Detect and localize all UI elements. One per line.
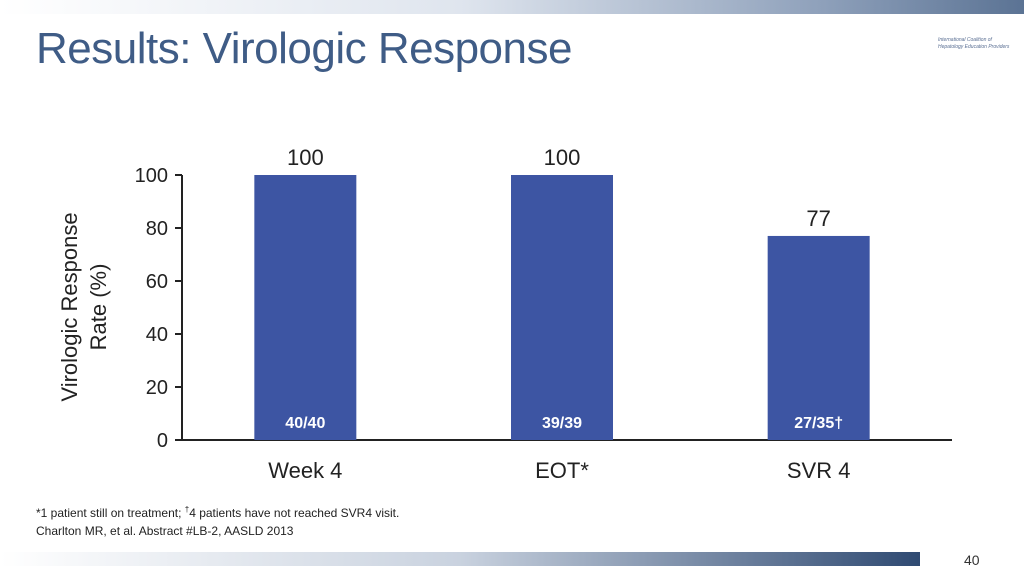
organization-logo: International Coalition of Hepatology Ed… <box>938 37 1022 51</box>
bar-value-label: 100 <box>287 145 324 170</box>
y-axis-title-line-2: Rate (%) <box>86 264 111 351</box>
bar <box>511 175 613 440</box>
y-tick-label: 100 <box>135 165 168 187</box>
x-category-label: EOT* <box>535 458 589 483</box>
bar-inner-label: 40/40 <box>285 415 325 432</box>
footnote-dagger: † <box>184 505 190 514</box>
logo-line-2: Hepatology Education Providers <box>938 44 1010 50</box>
x-category-label: SVR 4 <box>787 458 851 483</box>
top-decorative-band <box>0 0 1024 14</box>
bar-inner-label: 27/35† <box>794 415 843 432</box>
x-category-label: Week 4 <box>268 458 342 483</box>
footnote-prefix: *1 patient still on treatment; <box>36 506 185 520</box>
footnote-suffix: 4 patients have not reached SVR4 visit. <box>189 506 400 520</box>
footnote: *1 patient still on treatment; †4 patien… <box>36 505 399 520</box>
y-axis-title: Virologic Response Rate (%) <box>57 212 111 401</box>
y-tick-label: 0 <box>157 430 168 452</box>
bar-value-label: 100 <box>544 145 581 170</box>
y-axis-title-line-1: Virologic Response <box>57 212 82 401</box>
logo-line-1: International Coalition of <box>938 37 992 43</box>
page-number: 40 <box>964 552 980 568</box>
bar <box>767 235 870 440</box>
bar <box>254 175 357 440</box>
y-tick-label: 60 <box>146 271 168 293</box>
bottom-decorative-band <box>0 552 920 566</box>
y-tick-label: 80 <box>146 218 168 240</box>
y-tick-label: 40 <box>146 324 168 346</box>
citation: Charlton MR, et al. Abstract #LB-2, AASL… <box>36 524 294 538</box>
bar-chart: 0 20 40 60 80 100 Virologic Response Rate (%) 10… <box>57 145 952 483</box>
bar-value-label: 77 <box>806 206 830 231</box>
y-tick-label: 20 <box>146 377 168 399</box>
slide-title: Results: Virologic Response <box>36 24 572 73</box>
bar-inner-label: 39/39 <box>542 415 582 432</box>
